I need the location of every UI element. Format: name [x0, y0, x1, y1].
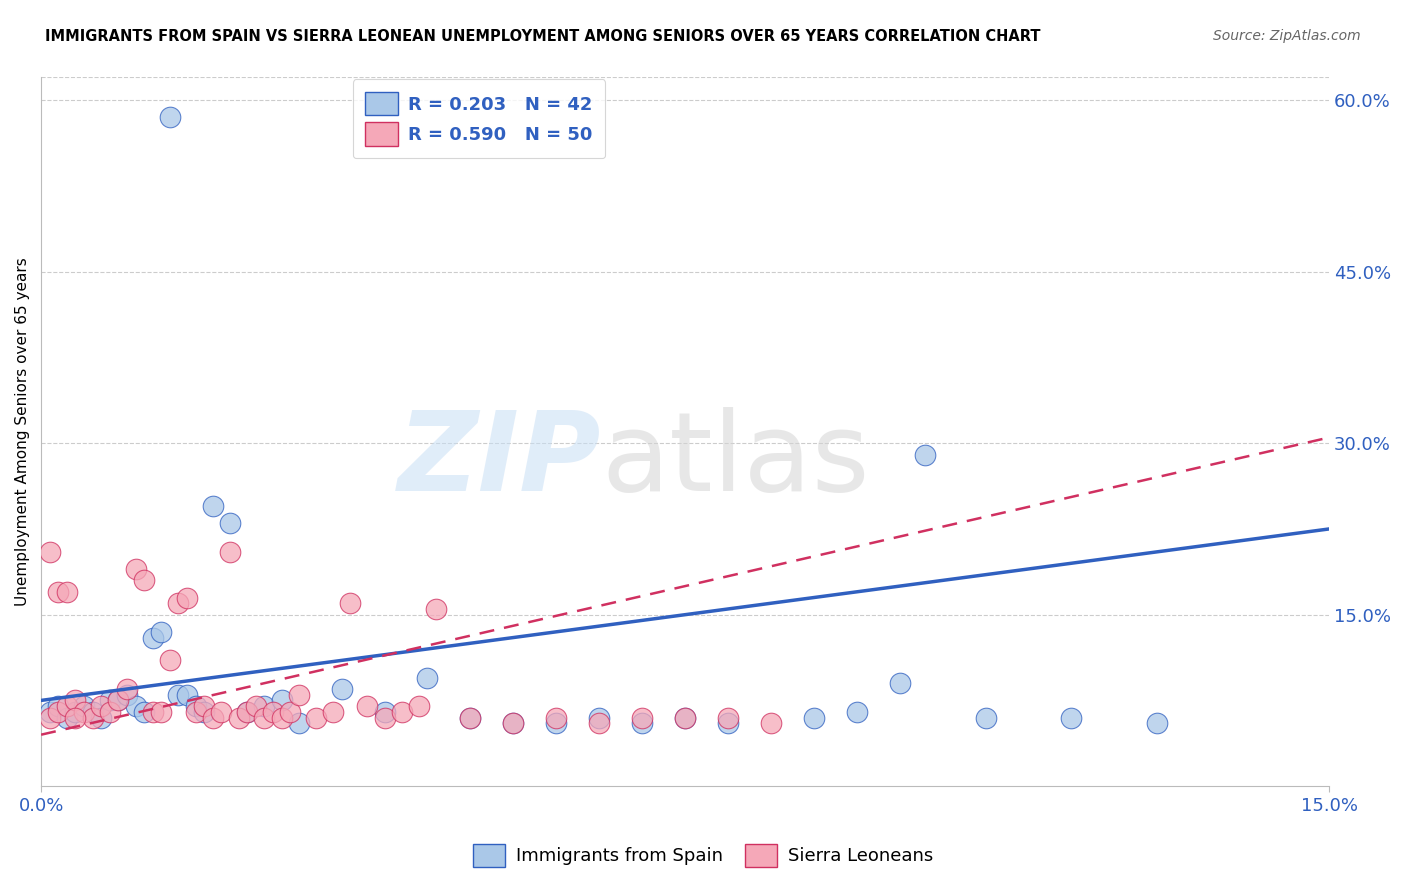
Point [460, 710, 482, 724]
Point [546, 716, 568, 731]
Point [167, 688, 190, 702]
Point [98, 705, 121, 719]
Point [974, 710, 997, 724]
Point [219, 516, 242, 531]
Point [287, 716, 309, 731]
Point [278, 705, 301, 719]
Point [270, 693, 292, 707]
Point [305, 710, 328, 724]
Point [408, 699, 430, 714]
Point [38, 545, 60, 559]
Point [673, 710, 696, 724]
Text: atlas: atlas [602, 407, 870, 514]
Point [159, 111, 181, 125]
Point [416, 671, 439, 685]
Point [56, 710, 79, 724]
Point [65, 693, 87, 707]
Point [115, 688, 138, 702]
Point [673, 710, 696, 724]
Point [588, 710, 610, 724]
Point [142, 631, 165, 645]
Point [124, 562, 146, 576]
Point [38, 705, 60, 719]
Point [253, 710, 276, 724]
Point [201, 499, 224, 513]
Point [90, 699, 112, 714]
Point [717, 716, 740, 731]
Point [176, 591, 198, 605]
Point [236, 705, 259, 719]
Point [56, 699, 79, 714]
Point [1060, 710, 1083, 724]
Point [502, 716, 524, 731]
Point [253, 699, 276, 714]
Point [631, 710, 654, 724]
Point [38, 710, 60, 724]
Point [209, 705, 232, 719]
Point [889, 676, 911, 690]
Point [98, 693, 121, 707]
Point [588, 716, 610, 731]
Text: ZIP: ZIP [398, 407, 602, 514]
Point [150, 624, 173, 639]
Point [425, 602, 447, 616]
Point [107, 693, 129, 707]
Point [339, 596, 361, 610]
Point [184, 699, 207, 714]
Point [374, 710, 396, 724]
Point [845, 705, 868, 719]
Point [330, 681, 353, 696]
Point [107, 693, 129, 707]
Point [914, 448, 936, 462]
Point [803, 710, 825, 724]
Point [1146, 716, 1168, 731]
Point [245, 699, 267, 714]
Point [391, 705, 413, 719]
Point [356, 699, 378, 714]
Point [176, 688, 198, 702]
Point [262, 705, 284, 719]
Text: Source: ZipAtlas.com: Source: ZipAtlas.com [1213, 29, 1361, 43]
Point [124, 699, 146, 714]
Point [219, 545, 242, 559]
Point [134, 705, 156, 719]
Point [134, 574, 156, 588]
Point [236, 705, 259, 719]
Point [90, 710, 112, 724]
Point [46, 584, 69, 599]
Point [460, 710, 482, 724]
Point [46, 699, 69, 714]
Point [65, 705, 87, 719]
Point [73, 699, 96, 714]
Point [46, 705, 69, 719]
Point [167, 596, 190, 610]
Legend: R = 0.203   N = 42, R = 0.590   N = 50: R = 0.203 N = 42, R = 0.590 N = 50 [353, 79, 606, 158]
Point [631, 716, 654, 731]
Point [228, 710, 250, 724]
Point [502, 716, 524, 731]
Point [82, 705, 104, 719]
Text: IMMIGRANTS FROM SPAIN VS SIERRA LEONEAN UNEMPLOYMENT AMONG SENIORS OVER 65 YEARS: IMMIGRANTS FROM SPAIN VS SIERRA LEONEAN … [45, 29, 1040, 44]
Point [193, 699, 215, 714]
Point [56, 584, 79, 599]
Point [65, 710, 87, 724]
Point [270, 710, 292, 724]
Point [717, 710, 740, 724]
Point [115, 681, 138, 696]
Point [759, 716, 782, 731]
Point [142, 705, 165, 719]
Y-axis label: Unemployment Among Seniors over 65 years: Unemployment Among Seniors over 65 years [15, 258, 30, 607]
Point [184, 705, 207, 719]
Point [322, 705, 344, 719]
Point [546, 710, 568, 724]
Point [201, 710, 224, 724]
Legend: Immigrants from Spain, Sierra Leoneans: Immigrants from Spain, Sierra Leoneans [465, 837, 941, 874]
Point [193, 705, 215, 719]
Point [82, 710, 104, 724]
Point [287, 688, 309, 702]
Point [159, 653, 181, 667]
Point [150, 705, 173, 719]
Point [374, 705, 396, 719]
Point [73, 705, 96, 719]
